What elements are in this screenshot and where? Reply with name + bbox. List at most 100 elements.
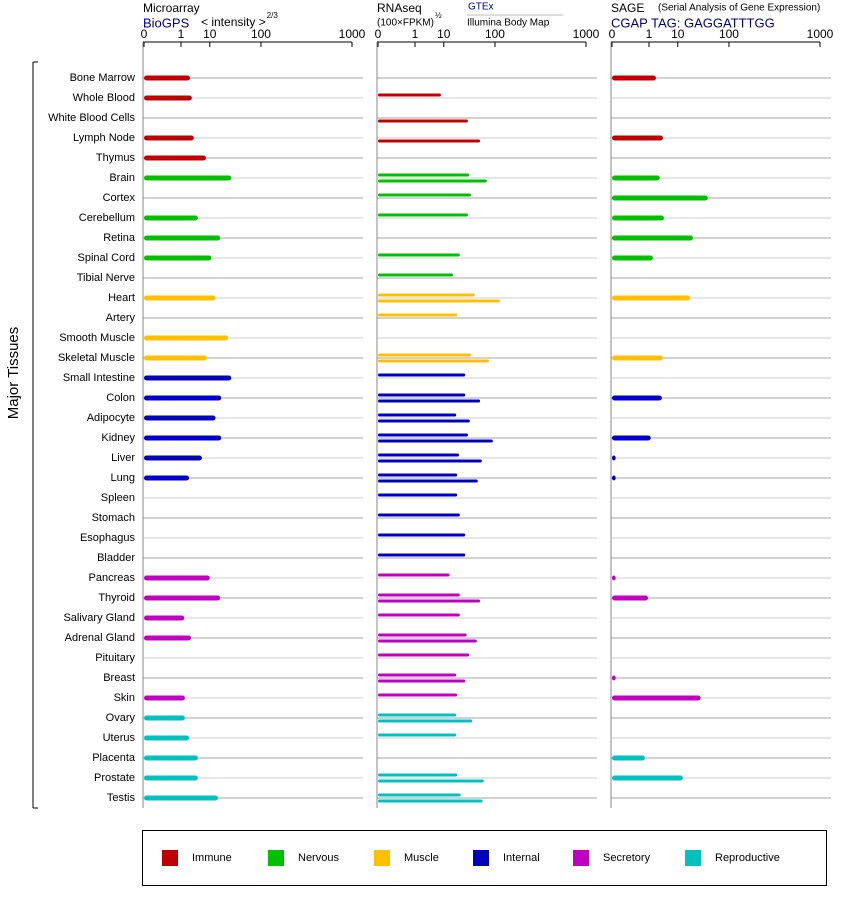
bar <box>144 395 222 401</box>
bar <box>612 675 616 681</box>
bar <box>612 755 645 761</box>
x-tick-label: 0 <box>609 27 616 41</box>
legend-swatch <box>374 850 390 866</box>
bar <box>612 775 683 781</box>
category-label: Ovary <box>106 712 136 724</box>
category-label: Pituitary <box>95 652 135 664</box>
bar <box>378 459 482 463</box>
bar <box>378 439 493 443</box>
axis-label: (100×FPKM) <box>377 18 434 29</box>
series-label: GTEx <box>468 2 494 13</box>
bar <box>612 175 660 181</box>
bar <box>378 719 473 723</box>
bar <box>612 255 653 261</box>
bar <box>144 775 198 781</box>
panel-title: SAGE <box>611 1 644 15</box>
category-label: Small Intestine <box>63 372 135 384</box>
legend-swatch <box>473 850 489 866</box>
bar <box>378 419 470 423</box>
x-tick-label: 10 <box>437 27 451 41</box>
legend-label: Immune <box>192 852 232 864</box>
bar <box>378 273 454 277</box>
bar <box>378 473 458 477</box>
category-label: Artery <box>106 312 136 324</box>
bar <box>144 575 210 581</box>
category-label: Testis <box>107 792 136 804</box>
bar <box>378 513 460 517</box>
axis-label-power: ½ <box>435 11 442 20</box>
legend-label: Muscle <box>404 852 439 864</box>
bar <box>378 359 489 363</box>
bar <box>378 393 466 397</box>
category-label: Thyroid <box>98 592 135 604</box>
category-label: Retina <box>103 232 136 244</box>
bar <box>378 353 472 357</box>
bar <box>612 455 616 461</box>
x-tick-label: 1 <box>412 27 419 41</box>
bar <box>378 93 441 97</box>
bar <box>144 175 232 181</box>
legend-swatch <box>162 850 178 866</box>
category-label: Smooth Muscle <box>59 332 135 344</box>
x-tick-label: 100 <box>719 27 739 41</box>
bar <box>378 773 458 777</box>
x-tick-label: 1 <box>178 27 185 41</box>
bar <box>144 595 221 601</box>
x-tick-label: 1000 <box>573 27 600 41</box>
x-tick-label: 0 <box>375 27 382 41</box>
category-label: Thymus <box>96 152 136 164</box>
x-tick-label: 0 <box>141 27 148 41</box>
bar <box>144 295 216 301</box>
category-label: Bone Marrow <box>70 72 135 84</box>
bar <box>612 235 694 241</box>
bar <box>378 639 477 643</box>
category-label: Salivary Gland <box>63 612 135 624</box>
bar <box>144 715 185 721</box>
panel-title: Microarray <box>143 1 200 15</box>
bar <box>612 575 616 581</box>
bar <box>612 355 663 361</box>
category-label: White Blood Cells <box>48 112 135 124</box>
bar <box>378 713 457 717</box>
legend-label: Reproductive <box>715 852 780 864</box>
legend-label: Nervous <box>298 852 339 864</box>
bar <box>144 95 192 101</box>
bar <box>144 455 202 461</box>
category-label: Uterus <box>103 732 136 744</box>
bar <box>378 799 483 803</box>
bar <box>378 653 470 657</box>
bar <box>144 135 194 141</box>
category-label: Breast <box>103 672 135 684</box>
bar <box>378 593 460 597</box>
category-label: Skeletal Muscle <box>58 352 135 364</box>
bar <box>378 599 481 603</box>
panel-subtitle: CGAP TAG: GAGGATTTGG <box>611 15 775 30</box>
y-axis-label: Major Tissues <box>5 327 22 420</box>
category-label: Lung <box>111 472 135 484</box>
legend-swatch <box>573 850 589 866</box>
bar <box>612 475 616 481</box>
bar <box>378 139 481 143</box>
category-label: Liver <box>111 452 135 464</box>
category-label: Cerebellum <box>79 212 135 224</box>
bar <box>378 179 487 183</box>
panel-subtitle: BioGPS <box>143 15 190 30</box>
bar <box>378 573 450 577</box>
legend-swatch <box>268 850 284 866</box>
category-label: Placenta <box>92 752 136 764</box>
bar <box>144 795 218 801</box>
bar <box>378 613 460 617</box>
bar <box>378 533 466 537</box>
x-tick-label: 100 <box>485 27 505 41</box>
bar <box>378 253 460 257</box>
bar <box>144 735 190 741</box>
bar <box>144 635 191 641</box>
bar <box>378 313 458 317</box>
axis-label-power: 2/3 <box>267 11 279 20</box>
category-label: Spleen <box>101 492 135 504</box>
bar <box>144 335 229 341</box>
panel-title: RNAseq <box>377 1 422 15</box>
axis-label: < intensity > <box>201 15 266 29</box>
bar <box>378 633 467 637</box>
bar <box>378 779 484 783</box>
